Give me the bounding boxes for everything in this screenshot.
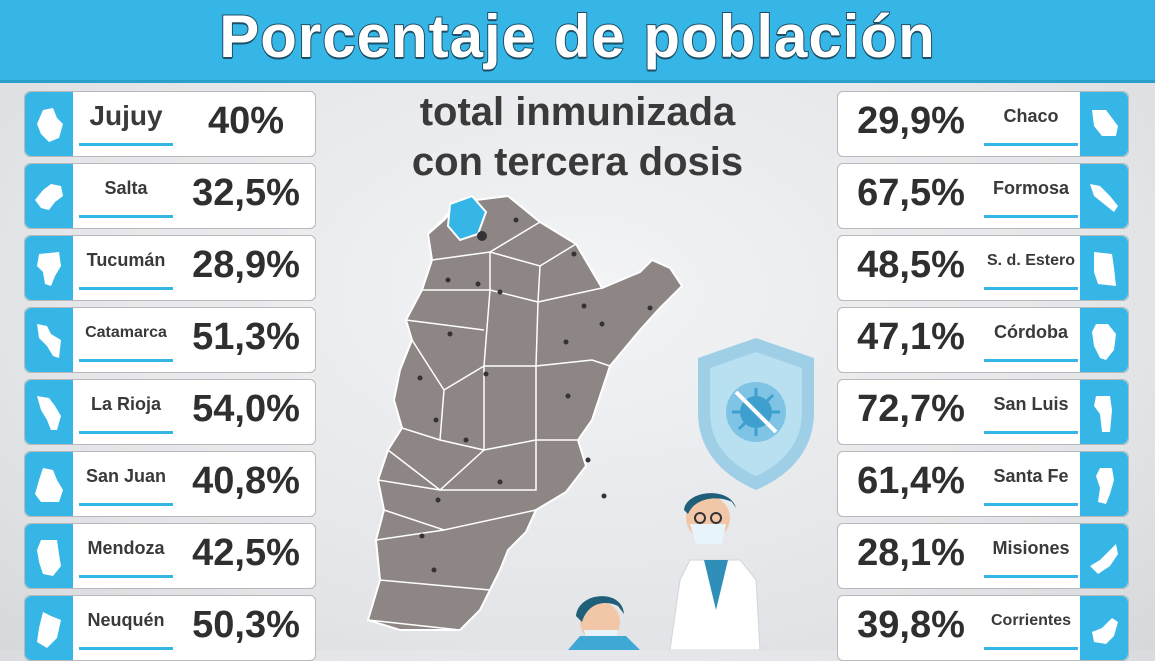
province-card-santa-fe: 61,4% Santa Fe [837,451,1129,517]
province-name: Corrientes [990,612,1072,629]
province-name: Jujuy [89,100,163,131]
province-silhouette-icon [1090,544,1118,574]
subtitle-line-2: con tercera dosis [411,140,744,184]
province-silhouette-icon [1094,252,1116,286]
province-silhouette-icon [1092,110,1118,136]
province-silhouette-icon [35,468,63,502]
province-percentage: 50,3% [192,604,300,646]
province-percentage: 51,3% [192,316,300,358]
province-name: Mendoza [87,538,165,558]
province-percentage: 47,1% [857,316,965,358]
doctor-figure [669,493,761,650]
province-silhouette-icon [37,252,61,286]
province-percentage: 28,9% [192,244,300,286]
province-percentage: 40,8% [192,460,300,502]
province-name: San Juan [85,466,167,486]
illustration [568,338,814,650]
province-silhouette-icon [37,540,61,576]
province-silhouette-icon [37,324,61,358]
province-name: Córdoba [994,322,1068,342]
province-percentage: 54,0% [192,388,300,430]
province-card-san-juan: San Juan 40,8% [24,451,316,517]
province-percentage: 28,1% [857,532,965,574]
province-percentage: 61,4% [857,460,965,502]
province-card-formosa: 67,5% Formosa [837,163,1129,229]
province-percentage: 29,9% [857,100,965,142]
province-percentage: 39,8% [857,604,965,646]
province-card-misiones: 28,1% Misiones [837,523,1129,589]
province-card-catamarca: Catamarca 51,3% [24,307,316,373]
province-silhouette-icon [1092,618,1118,644]
province-card-la-rioja: La Rioja 54,0% [24,379,316,445]
province-percentage: 32,5% [192,172,300,214]
province-percentage: 67,5% [857,172,965,214]
province-card-chaco: 29,9% Chaco [837,91,1129,157]
nurse-figure [568,596,640,650]
province-name: Tucumán [86,250,166,270]
province-name: San Luis [993,394,1069,414]
province-name: Salta [104,178,148,198]
province-name: Neuquén [87,610,165,630]
province-silhouette-icon [1090,184,1118,212]
page-title: Porcentaje de población [218,2,936,71]
province-silhouette-icon [37,108,63,142]
subtitle-line-1: total inmunizada [419,90,736,134]
province-silhouette-icon [1094,396,1112,432]
province-name: S. d. Estero [986,252,1076,269]
argentina-map [366,194,684,631]
province-percentage: 72,7% [857,388,965,430]
province-card-neuquen: Neuquén 50,3% [24,595,316,661]
province-name: Misiones [992,538,1070,558]
province-name: La Rioja [90,394,161,414]
province-card-san-luis: 72,7% San Luis [837,379,1129,445]
province-percentage: 48,5% [857,244,965,286]
province-card-mendoza: Mendoza 42,5% [24,523,316,589]
province-percentage: 40% [207,100,285,142]
province-silhouette-icon [1092,324,1116,360]
province-name: Formosa [992,178,1070,198]
province-card-corrientes: 39,8% Corrientes [837,595,1129,661]
province-silhouette-icon [37,612,61,648]
province-card-cordoba: 47,1% Córdoba [837,307,1129,373]
province-card-jujuy: Jujuy 40% [24,91,316,157]
virus-shield-icon [698,338,814,490]
province-name: Chaco [1003,106,1059,126]
province-silhouette-icon [1096,468,1114,504]
province-silhouette-icon [35,184,63,210]
title-banner: Porcentaje de población [0,0,1155,83]
province-name: Catamarca [85,324,167,341]
province-silhouette-icon [37,396,61,430]
province-name: Santa Fe [993,466,1069,486]
province-card-salta: Salta 32,5% [24,163,316,229]
province-card-santiago-del-estero: 48,5% S. d. Estero [837,235,1129,301]
province-card-tucuman: Tucumán 28,9% [24,235,316,301]
province-percentage: 42,5% [192,532,300,574]
